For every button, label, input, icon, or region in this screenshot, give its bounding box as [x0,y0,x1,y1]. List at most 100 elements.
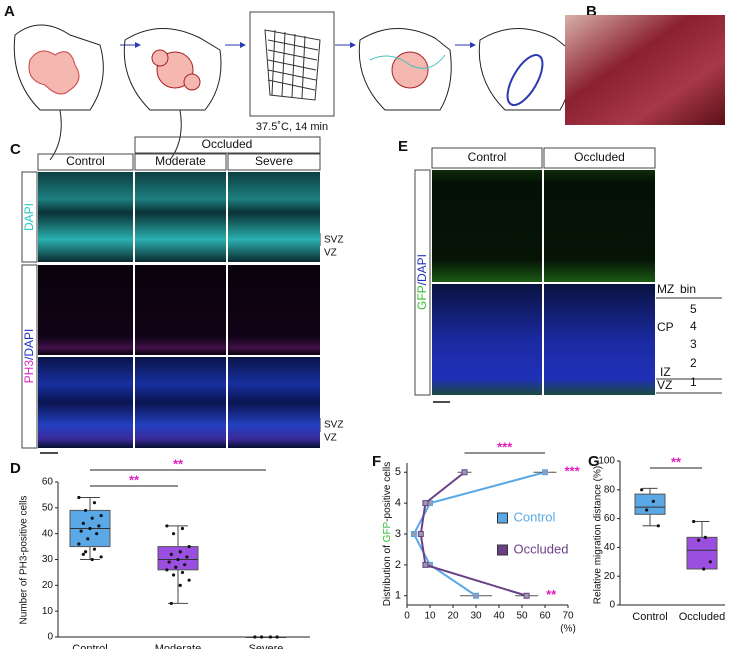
y-tick-label: 40 [42,528,54,539]
y-tick-label: 20 [42,580,54,591]
panel-label: D [10,460,21,477]
data-point [99,513,103,518]
data-point [692,519,696,524]
data-point [708,560,712,564]
data-point [185,555,189,559]
legend-label: Occluded [514,541,569,556]
y-axis-label: Number of PH3-positive cells [19,496,30,625]
data-point [99,555,103,559]
micrograph [544,284,655,395]
data-point [656,524,660,528]
micrograph [38,357,133,448]
micrograph [228,357,320,448]
box [634,493,666,515]
zone-label: CP [657,320,674,334]
y-tick-label: 60 [42,477,54,488]
y-tick-label: 4 [395,497,401,509]
y-tick-label: 1 [395,590,401,602]
micrograph [38,265,133,355]
micrograph [432,284,542,395]
micrograph [544,170,655,282]
x-tick-label: 50 [516,611,528,622]
data-point [95,532,99,536]
data-point [268,635,273,639]
y-tick-label: 3 [395,528,401,540]
data-point [88,526,92,531]
data-point [165,568,169,572]
column-box [227,153,321,171]
y-axis-label-part: Distribution of [382,542,393,606]
x-tick-label: Occluded [679,611,725,623]
x-tick-label: 30 [470,611,482,622]
x-tick-label: Moderate [155,643,201,649]
data-point [275,635,279,639]
bin-label: 2 [690,356,697,370]
panel-label: C [10,141,21,158]
y-tick-label: 80 [604,484,616,495]
y-tick-label: 40 [604,542,616,553]
data-point [90,557,94,562]
legend-label: Control [514,509,556,524]
y-tick-label: 100 [598,456,615,467]
data-point [180,526,185,531]
zone-label: MZ [657,282,674,296]
micrograph [228,265,320,355]
row-label: DAPI [22,203,36,231]
micrograph [228,172,320,262]
row-label-box [414,169,431,396]
y-tick-label: 0 [609,600,615,611]
column-box [431,147,543,169]
data-point [178,583,182,587]
zone-label: VZ [657,378,672,392]
data-point [187,578,191,582]
group-header: Occluded [202,137,253,151]
legend-swatch [497,544,508,556]
x-tick-label: 70 [562,611,574,622]
data-point [92,547,97,551]
data-point [640,488,644,492]
data-point [702,567,706,571]
panel-label: B [586,3,597,20]
y-axis-label-part: GFP [382,521,393,542]
marker [422,561,429,568]
micrograph [38,172,133,262]
bin-label: 3 [690,337,697,351]
y-axis-label: Distribution of GFP-positive cells [382,462,393,607]
micrograph [135,265,226,355]
data-point [183,563,187,567]
x-tick-label: Control [632,611,667,623]
marker [542,469,548,476]
significance-label: ** [173,456,184,471]
stain-name: /DAPI [415,254,429,285]
data-point [79,529,83,533]
micrograph [432,170,542,282]
panel-label: A [4,3,15,20]
y-tick-label: 10 [42,606,54,617]
caption: 37.5˚C, 14 min [256,121,328,133]
y-tick-label: 30 [42,554,54,565]
data-point [81,552,85,556]
data-point [169,552,173,556]
zone-label: VZ [324,433,337,444]
marker [410,531,417,537]
row-label-box [21,171,38,263]
x-tick-label: Control [72,643,107,649]
x-tick-label: 60 [539,611,551,622]
marker [523,592,530,599]
data-point [83,550,88,554]
bin-label: 1 [690,375,697,389]
bin-header: bin [680,282,696,296]
marker [461,469,468,476]
zone-label: IZ [660,365,671,379]
column-header: Severe [255,154,293,168]
stain-name: GFP [415,285,429,310]
data-point [165,524,169,528]
micrograph [135,172,226,262]
data-point [651,499,655,503]
row-label-box [21,264,38,449]
zone-label: VZ [324,248,337,259]
column-box [134,153,227,171]
x-tick-label: 0 [404,611,410,622]
data-point [92,501,97,505]
